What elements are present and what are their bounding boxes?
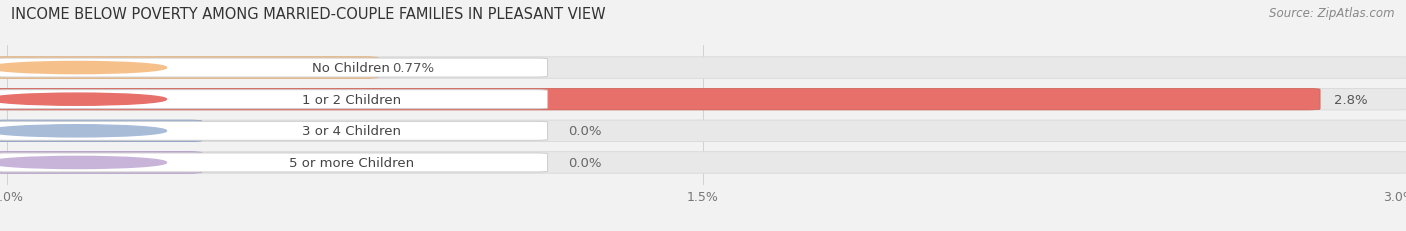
FancyBboxPatch shape bbox=[0, 122, 547, 141]
FancyBboxPatch shape bbox=[0, 89, 1320, 110]
FancyBboxPatch shape bbox=[0, 121, 1406, 142]
Text: 1 or 2 Children: 1 or 2 Children bbox=[302, 93, 401, 106]
FancyBboxPatch shape bbox=[0, 58, 1406, 79]
Text: 0.77%: 0.77% bbox=[392, 62, 434, 75]
Circle shape bbox=[0, 157, 166, 169]
FancyBboxPatch shape bbox=[0, 58, 378, 79]
Text: INCOME BELOW POVERTY AMONG MARRIED-COUPLE FAMILIES IN PLEASANT VIEW: INCOME BELOW POVERTY AMONG MARRIED-COUPL… bbox=[11, 7, 606, 22]
FancyBboxPatch shape bbox=[0, 152, 1406, 173]
Text: 2.8%: 2.8% bbox=[1334, 93, 1368, 106]
FancyBboxPatch shape bbox=[0, 152, 202, 173]
Circle shape bbox=[0, 62, 166, 74]
Text: Source: ZipAtlas.com: Source: ZipAtlas.com bbox=[1270, 7, 1395, 20]
Text: 0.0%: 0.0% bbox=[568, 125, 602, 138]
FancyBboxPatch shape bbox=[0, 153, 547, 172]
FancyBboxPatch shape bbox=[0, 59, 547, 78]
Text: 5 or more Children: 5 or more Children bbox=[288, 156, 413, 169]
Text: 0.0%: 0.0% bbox=[568, 156, 602, 169]
FancyBboxPatch shape bbox=[0, 89, 1406, 110]
FancyBboxPatch shape bbox=[0, 121, 202, 142]
Text: 3 or 4 Children: 3 or 4 Children bbox=[302, 125, 401, 138]
FancyBboxPatch shape bbox=[0, 90, 547, 109]
Text: No Children: No Children bbox=[312, 62, 391, 75]
Circle shape bbox=[0, 125, 166, 137]
Circle shape bbox=[0, 94, 166, 106]
